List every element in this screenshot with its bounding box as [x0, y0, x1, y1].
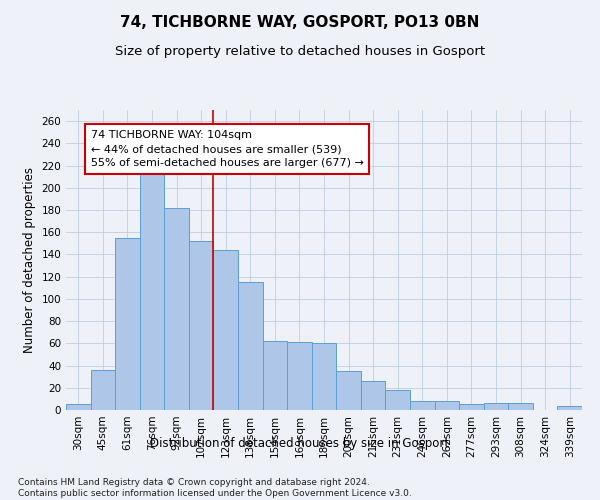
- Bar: [164, 208, 189, 410]
- Bar: [214, 250, 238, 410]
- Bar: [66, 404, 91, 410]
- Bar: [238, 282, 263, 410]
- Bar: [287, 342, 312, 410]
- Bar: [336, 371, 361, 410]
- Bar: [312, 344, 336, 410]
- Bar: [189, 241, 214, 410]
- Bar: [434, 401, 459, 410]
- Text: 74, TICHBORNE WAY, GOSPORT, PO13 0BN: 74, TICHBORNE WAY, GOSPORT, PO13 0BN: [121, 15, 479, 30]
- Y-axis label: Number of detached properties: Number of detached properties: [23, 167, 36, 353]
- Bar: [459, 404, 484, 410]
- Bar: [508, 404, 533, 410]
- Bar: [91, 370, 115, 410]
- Bar: [385, 390, 410, 410]
- Text: 74 TICHBORNE WAY: 104sqm
← 44% of detached houses are smaller (539)
55% of semi-: 74 TICHBORNE WAY: 104sqm ← 44% of detach…: [91, 130, 364, 168]
- Bar: [557, 406, 582, 410]
- Text: Contains HM Land Registry data © Crown copyright and database right 2024.
Contai: Contains HM Land Registry data © Crown c…: [18, 478, 412, 498]
- Bar: [263, 341, 287, 410]
- Bar: [410, 401, 434, 410]
- Text: Distribution of detached houses by size in Gosport: Distribution of detached houses by size …: [151, 438, 449, 450]
- Bar: [140, 174, 164, 410]
- Bar: [484, 404, 508, 410]
- Bar: [115, 238, 140, 410]
- Bar: [361, 381, 385, 410]
- Text: Size of property relative to detached houses in Gosport: Size of property relative to detached ho…: [115, 45, 485, 58]
